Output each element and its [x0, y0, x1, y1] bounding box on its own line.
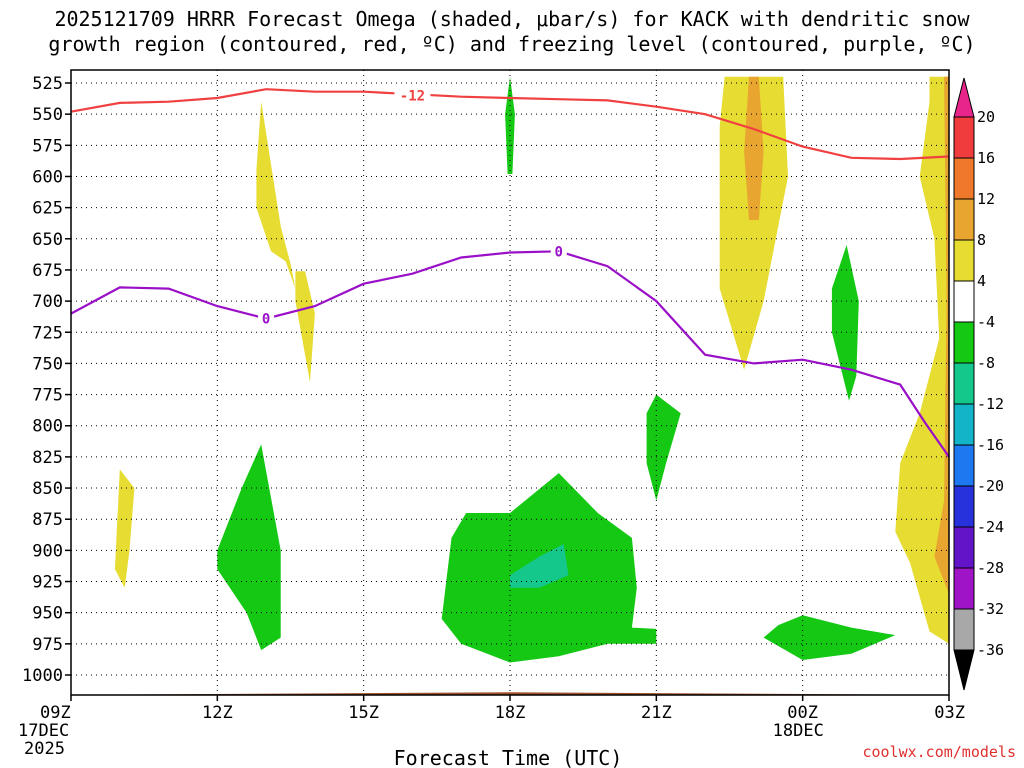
y-tick-label: 875 — [32, 510, 63, 530]
omega-region-2 — [114, 469, 135, 588]
y-tick-label: 700 — [32, 292, 63, 312]
watermark: coolwx.com/models — [862, 743, 1016, 761]
y-tick-label: 750 — [32, 354, 63, 374]
y-tick-label: 850 — [32, 479, 63, 499]
x-tick-label: 15Z — [348, 703, 379, 723]
x-tick-year: 2025 — [24, 739, 65, 759]
chart-title-line-1: 2025121709 HRRR Forecast Omega (shaded, … — [54, 7, 970, 31]
contour-label-bg — [258, 310, 275, 327]
y-tick-label: 825 — [32, 448, 63, 468]
x-tick-date: 17DEC — [18, 721, 69, 741]
omega-region-9 — [217, 444, 281, 651]
x-tick-label: 12Z — [202, 703, 233, 723]
colorbar-box — [953, 444, 975, 487]
y-tick-label: 675 — [32, 261, 63, 281]
contour-label-1-1: 0 — [555, 244, 563, 260]
omega-region-5 — [895, 76, 949, 644]
colorbar-box — [953, 321, 975, 364]
y-tick-label: 550 — [32, 105, 63, 125]
x-axis-label: Forecast Time (UTC) — [394, 746, 623, 768]
colorbar-label: 16 — [977, 149, 995, 167]
colorbar-label: -24 — [977, 518, 1004, 536]
x-tick-label: 21Z — [641, 703, 672, 723]
y-tick-label: 625 — [32, 199, 63, 219]
y-tick-label: 600 — [32, 167, 63, 187]
y-tick-label: 800 — [32, 417, 63, 437]
contour-label-bg — [394, 87, 431, 104]
omega-region-8 — [831, 245, 859, 401]
colorbar-label: -12 — [977, 395, 1004, 413]
colorbar-label: -4 — [977, 313, 995, 331]
omega-region-10 — [646, 394, 681, 501]
colorbar-box — [953, 116, 975, 159]
colorbar-box — [953, 280, 975, 323]
colorbar-box — [953, 567, 975, 610]
colorbar-box — [953, 362, 975, 405]
colorbar-box — [953, 485, 975, 528]
omega-region-13 — [510, 544, 569, 588]
x-tick-label: 00Z — [787, 703, 818, 723]
plot-area: -12 0 0 — [70, 69, 950, 696]
colorbar-label: 4 — [977, 272, 986, 290]
colorbar-label: 12 — [977, 190, 995, 208]
colorbar-box — [953, 526, 975, 569]
colorbar-box — [953, 239, 975, 282]
y-tick-label: 775 — [32, 386, 63, 406]
omega-region-0 — [256, 101, 296, 289]
colorbar-label: -28 — [977, 559, 1004, 577]
colorbar-label: -8 — [977, 354, 995, 372]
y-tick-label: 725 — [32, 323, 63, 343]
colorbar-label: -20 — [977, 477, 1004, 495]
x-tick-label: 18Z — [495, 703, 526, 723]
colorbar-label: -32 — [977, 600, 1004, 618]
omega-region-3 — [719, 76, 788, 370]
colorbar-label: -16 — [977, 436, 1004, 454]
omega-region-6 — [934, 76, 949, 595]
colorbar-box — [953, 198, 975, 241]
colorbar: 20 16 12 8 4 -4 -8 -12 -16 -20 -24 -28 -32 -36 — [953, 77, 1004, 691]
y-tick-label: 1000 — [22, 666, 63, 686]
contour-label-1-0: 0 — [262, 312, 270, 328]
colorbar-box — [953, 157, 975, 200]
chart-title-line-2: growth region (contoured, red, ºC) and f… — [48, 32, 975, 56]
contour-lines: -12 0 0 — [70, 87, 950, 458]
x-tick-label: 09Z — [40, 703, 71, 723]
y-tick-label: 900 — [32, 541, 63, 561]
contour-label-bg — [550, 243, 567, 260]
colorbar-label: -36 — [977, 641, 1004, 659]
contour-line-1 — [70, 250, 950, 458]
omega-region-4 — [744, 76, 764, 221]
omega-region-12 — [763, 615, 896, 660]
colorbar-bottom-arrow — [953, 649, 975, 691]
y-tick-label: 925 — [32, 573, 63, 593]
colorbar-label: 8 — [977, 231, 986, 249]
contour-line-0 — [70, 88, 950, 161]
colorbar-box — [953, 608, 975, 651]
colorbar-top-arrow — [953, 77, 975, 118]
x-tick-date: 18DEC — [773, 721, 824, 741]
x-tick-label: 03Z — [934, 703, 965, 723]
colorbar-label: 20 — [977, 108, 995, 126]
y-tick-label: 975 — [32, 635, 63, 655]
contour-label-0-0: -12 — [400, 88, 425, 104]
y-tick-label: 650 — [32, 230, 63, 250]
y-tick-label: 575 — [32, 136, 63, 156]
y-tick-label: 525 — [32, 74, 63, 94]
y-tick-label: 950 — [32, 604, 63, 624]
y-axis-ticks: 525 550 575 600 625 650 675 700 725 750 775 800 825 8… — [22, 74, 71, 686]
omega-shaded-regions — [114, 76, 949, 663]
colorbar-box — [953, 403, 975, 446]
omega-region-1 — [295, 271, 315, 383]
